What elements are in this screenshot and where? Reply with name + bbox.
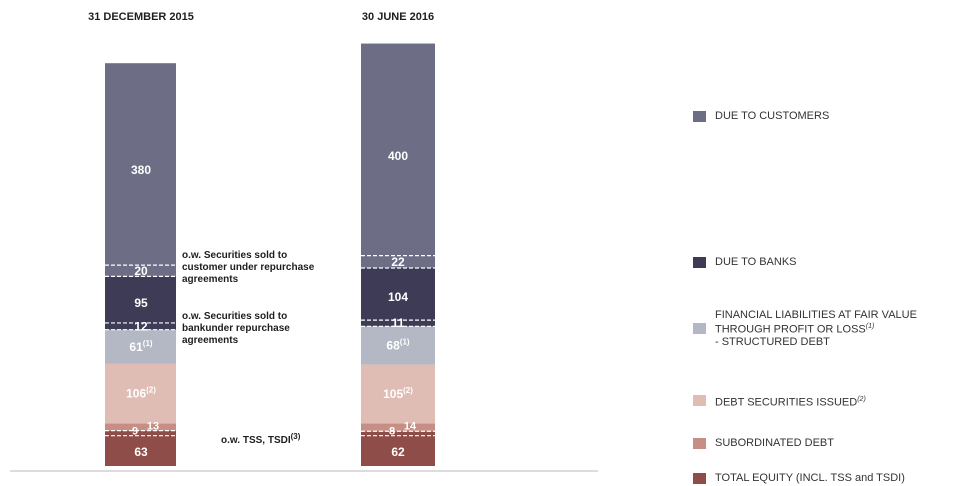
legend-swatch [693,111,706,122]
annotation-securities-sold-to-customer: o.w. Securities sold to customer under re… [182,250,315,285]
legend-swatch [693,395,706,406]
legend: DUE TO CUSTOMERS DUE TO BANKS FINANCIAL … [693,0,971,486]
legend-item-financial-liabilities: FINANCIAL LIABILITIES AT FAIR VALUE THROU… [693,309,917,348]
legend-item-due-to-customers: DUE TO CUSTOMERS [693,110,829,122]
legend-item-debt-securities-issued: DEBT SECURITIES ISSUED(2) [693,394,866,409]
legend-label: DUE TO BANKS [715,256,797,268]
legend-swatch [693,473,706,484]
data-label-due-to-customers: 380 [131,163,151,177]
of-which-o-w-securities-sold-to-customer-under-repurchase-agreements-label: 22 [391,255,405,269]
column-title-dec-2015: 31 DECEMBER 2015 [88,11,194,23]
data-label-due-to-banks: 104 [388,290,408,304]
legend-label: TOTAL EQUITY (INCL. TSS and TSDI) [715,472,905,484]
of-which-o-w-securities-sold-to-bankunder-repurchase-agreements-label: 11 [392,316,405,330]
bar-segment-subordinated-debt [105,423,176,430]
of-which-o-w-tss-tsdi-label: 8 [389,426,395,438]
bar-segment-subordinated-debt [361,423,435,431]
annotation-tss-tsdi: o.w. TSS, TSDI(3) [221,432,301,446]
legend-label: SUBORDINATED DEBT [715,437,834,449]
data-label-total-equity: 62 [391,445,405,459]
data-label-subordinated-debt: 14 [404,420,417,432]
legend-swatch [693,438,706,449]
of-which-o-w-securities-sold-to-bankunder-repurchase-agreements-label: 12 [134,319,148,333]
annotation-securities-sold-to-bank: o.w. Securities sold to bankunder repurch… [182,311,290,346]
of-which-o-w-securities-sold-to-customer-under-repurchase-agreements-label: 20 [134,264,148,278]
data-label-total-equity: 63 [134,445,148,459]
of-which-o-w-tss-tsdi-label: 9 [132,426,138,438]
legend-label: FINANCIAL LIABILITIES AT FAIR VALUE THROU… [715,309,917,348]
legend-swatch [693,323,706,334]
data-label-due-to-banks: 95 [134,296,148,310]
data-label-subordinated-debt: 13 [147,420,159,432]
legend-label: DEBT SECURITIES ISSUED(2) [715,394,866,409]
legend-swatch [693,257,706,268]
legend-item-subordinated-debt: SUBORDINATED DEBT [693,437,834,449]
legend-item-due-to-banks: DUE TO BANKS [693,256,797,268]
column-title-jun-2016: 30 JUNE 2016 [362,11,434,23]
legend-label: DUE TO CUSTOMERS [715,110,829,122]
data-label-due-to-customers: 400 [388,149,408,163]
legend-item-total-equity: TOTAL EQUITY (INCL. TSS and TSDI) [693,472,905,484]
